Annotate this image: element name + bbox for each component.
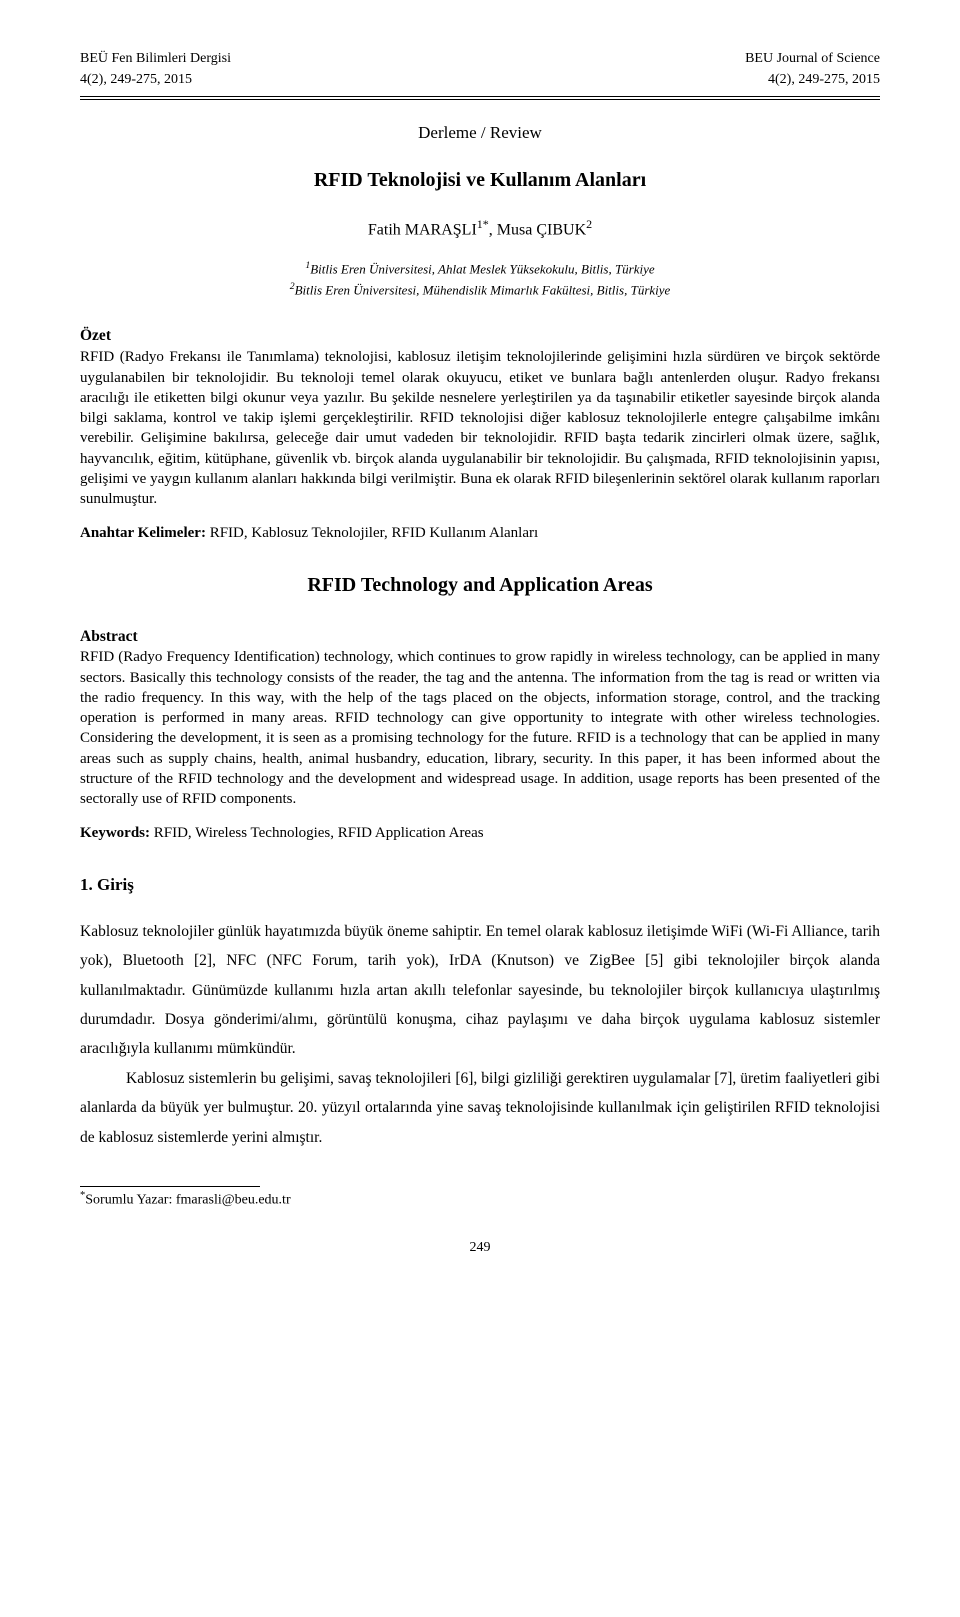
corresponding-author-footnote: *Sorumlu Yazar: fmarasli@beu.edu.tr	[80, 1189, 880, 1211]
intro-paragraph-1: Kablosuz teknolojiler günlük hayatımızda…	[80, 917, 880, 1064]
footnote-separator	[80, 1186, 260, 1187]
keywords-value: RFID, Wireless Technologies, RFID Applic…	[150, 825, 484, 841]
header-row-2: 4(2), 249-275, 2015 4(2), 249-275, 2015	[80, 71, 880, 90]
article-title-turkish: RFID Teknolojisi ve Kullanım Alanları	[80, 167, 880, 194]
keywords-line: Keywords: RFID, Wireless Technologies, R…	[80, 823, 880, 843]
affiliation-2: 2Bitlis Eren Üniversitesi, Mühendislik M…	[80, 280, 880, 299]
header-row-1: BEÜ Fen Bilimleri Dergisi BEU Journal of…	[80, 50, 880, 69]
affiliation-1: 1Bitlis Eren Üniversitesi, Ahlat Meslek …	[80, 259, 880, 278]
journal-name-right: BEU Journal of Science	[745, 50, 880, 69]
header-rule-bottom	[80, 99, 880, 100]
ozet-heading: Özet	[80, 326, 880, 347]
document-type: Derleme / Review	[80, 122, 880, 145]
abstract-heading: Abstract	[80, 627, 880, 648]
issue-right: 4(2), 249-275, 2015	[768, 71, 880, 90]
section-1-heading: 1. Giriş	[80, 874, 880, 897]
keywords-label: Keywords:	[80, 825, 150, 841]
anahtar-value: RFID, Kablosuz Teknolojiler, RFID Kullan…	[206, 525, 538, 541]
anahtar-label: Anahtar Kelimeler:	[80, 525, 206, 541]
issue-left: 4(2), 249-275, 2015	[80, 71, 192, 90]
abstract-body: RFID (Radyo Frequency Identification) te…	[80, 647, 880, 809]
authors-line: Fatih MARAŞLI1*, Musa ÇIBUK2	[80, 216, 880, 241]
intro-paragraph-2: Kablosuz sistemlerin bu gelişimi, savaş …	[80, 1064, 880, 1152]
ozet-body: RFID (Radyo Frekansı ile Tanımlama) tekn…	[80, 347, 880, 509]
anahtar-kelimeler-line: Anahtar Kelimeler: RFID, Kablosuz Teknol…	[80, 523, 880, 543]
header-rule-top	[80, 96, 880, 97]
page-number: 249	[80, 1239, 880, 1258]
journal-name-left: BEÜ Fen Bilimleri Dergisi	[80, 50, 231, 69]
article-title-english: RFID Technology and Application Areas	[80, 572, 880, 599]
